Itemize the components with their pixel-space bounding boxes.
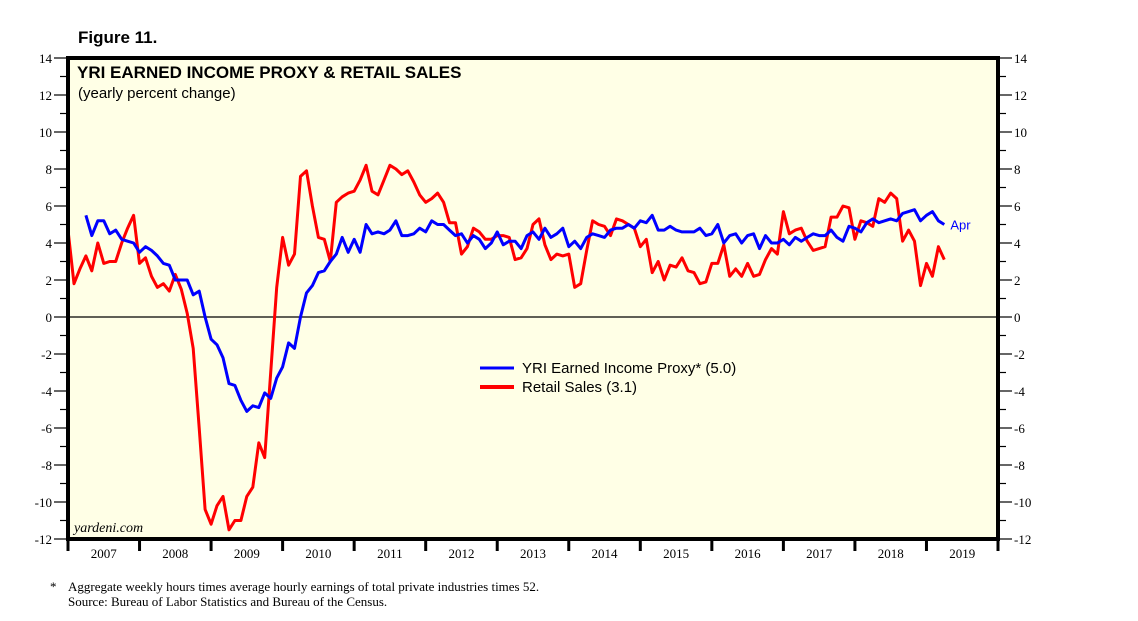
- x-tick-label: 2018: [878, 546, 904, 561]
- y-tick-label-left: -6: [41, 421, 52, 436]
- y-tick-label-right: 8: [1014, 162, 1021, 177]
- y-tick-label-left: 0: [46, 310, 53, 325]
- x-tick-label: 2010: [305, 546, 331, 561]
- y-tick-label-right: 14: [1014, 51, 1028, 66]
- y-tick-label-right: 4: [1014, 236, 1021, 251]
- y-tick-label-left: -2: [41, 347, 52, 362]
- x-tick-label: 2008: [162, 546, 188, 561]
- y-tick-label-right: 12: [1014, 88, 1027, 103]
- left-y-axis: -12 -10 -8 -6 -4 -2 0 2 4 6 8 10 12 14: [35, 51, 68, 547]
- y-tick-label-left: 10: [39, 125, 52, 140]
- x-tick-label: 2011: [377, 546, 403, 561]
- plot-frame: [66, 56, 1000, 541]
- right-y-axis: -12 -10 -8 -6 -4 -2 0 2 4 6 8 10 12 14: [998, 51, 1031, 547]
- proxy-line: [84, 208, 946, 413]
- x-tick-label: 2009: [234, 546, 260, 561]
- y-tick-label-right: 2: [1014, 273, 1021, 288]
- y-tick-label-right: -10: [1014, 495, 1031, 510]
- footnote-text: Aggregate weekly hours times average hou…: [68, 579, 540, 594]
- y-tick-label-left: 12: [39, 88, 52, 103]
- legend-label-retail: Retail Sales (3.1): [522, 379, 637, 396]
- x-tick-label: 2012: [448, 546, 474, 561]
- y-tick-label-left: 6: [46, 199, 53, 214]
- x-tick-label: 2016: [735, 546, 762, 561]
- legend-label-proxy: YRI Earned Income Proxy* (5.0): [522, 360, 736, 377]
- chart-subtitle: (yearly percent change): [78, 85, 236, 102]
- x-tick-label: 2019: [949, 546, 975, 561]
- y-tick-label-right: -6: [1014, 421, 1025, 436]
- watermark: yardeni.com: [72, 521, 143, 536]
- y-tick-label-right: -2: [1014, 347, 1025, 362]
- y-tick-label-left: -4: [41, 384, 52, 399]
- legend: YRI Earned Income Proxy* (5.0) Retail Sa…: [480, 360, 736, 396]
- x-tick-label: 2017: [806, 546, 833, 561]
- x-tick-label: 2007: [91, 546, 118, 561]
- x-axis: 2007 2008 2009 2010 2011 2012 2013 2014 2015 2016…: [66, 539, 1000, 561]
- y-tick-label-right: -4: [1014, 384, 1025, 399]
- y-tick-label-right: -12: [1014, 532, 1031, 547]
- footnote: * Aggregate weekly hours times average ho…: [50, 579, 539, 609]
- y-tick-label-right: 0: [1014, 310, 1021, 325]
- footnote-marker: *: [50, 579, 57, 594]
- retail-line: [66, 163, 946, 532]
- chart-title: YRI EARNED INCOME PROXY & RETAIL SALES: [77, 63, 461, 82]
- plot-background: [68, 58, 998, 539]
- x-tick-label: 2014: [592, 546, 619, 561]
- source-note: Source: Bureau of Labor Statistics and B…: [68, 594, 388, 609]
- figure-label: Figure 11.: [78, 28, 158, 47]
- end-annotation: Apr: [950, 218, 971, 233]
- y-tick-label-right: -8: [1014, 458, 1025, 473]
- series-layer: [66, 163, 946, 532]
- y-tick-label-left: -8: [41, 458, 52, 473]
- y-tick-label-right: 6: [1014, 199, 1021, 214]
- y-tick-label-right: 10: [1014, 125, 1027, 140]
- y-tick-label-left: 8: [46, 162, 53, 177]
- x-tick-label: 2015: [663, 546, 689, 561]
- y-tick-label-left: -10: [35, 495, 52, 510]
- y-tick-label-left: 14: [39, 51, 53, 66]
- y-tick-label-left: -12: [35, 532, 52, 547]
- x-tick-label: 2013: [520, 546, 546, 561]
- y-tick-label-left: 4: [46, 236, 53, 251]
- y-tick-label-left: 2: [46, 273, 53, 288]
